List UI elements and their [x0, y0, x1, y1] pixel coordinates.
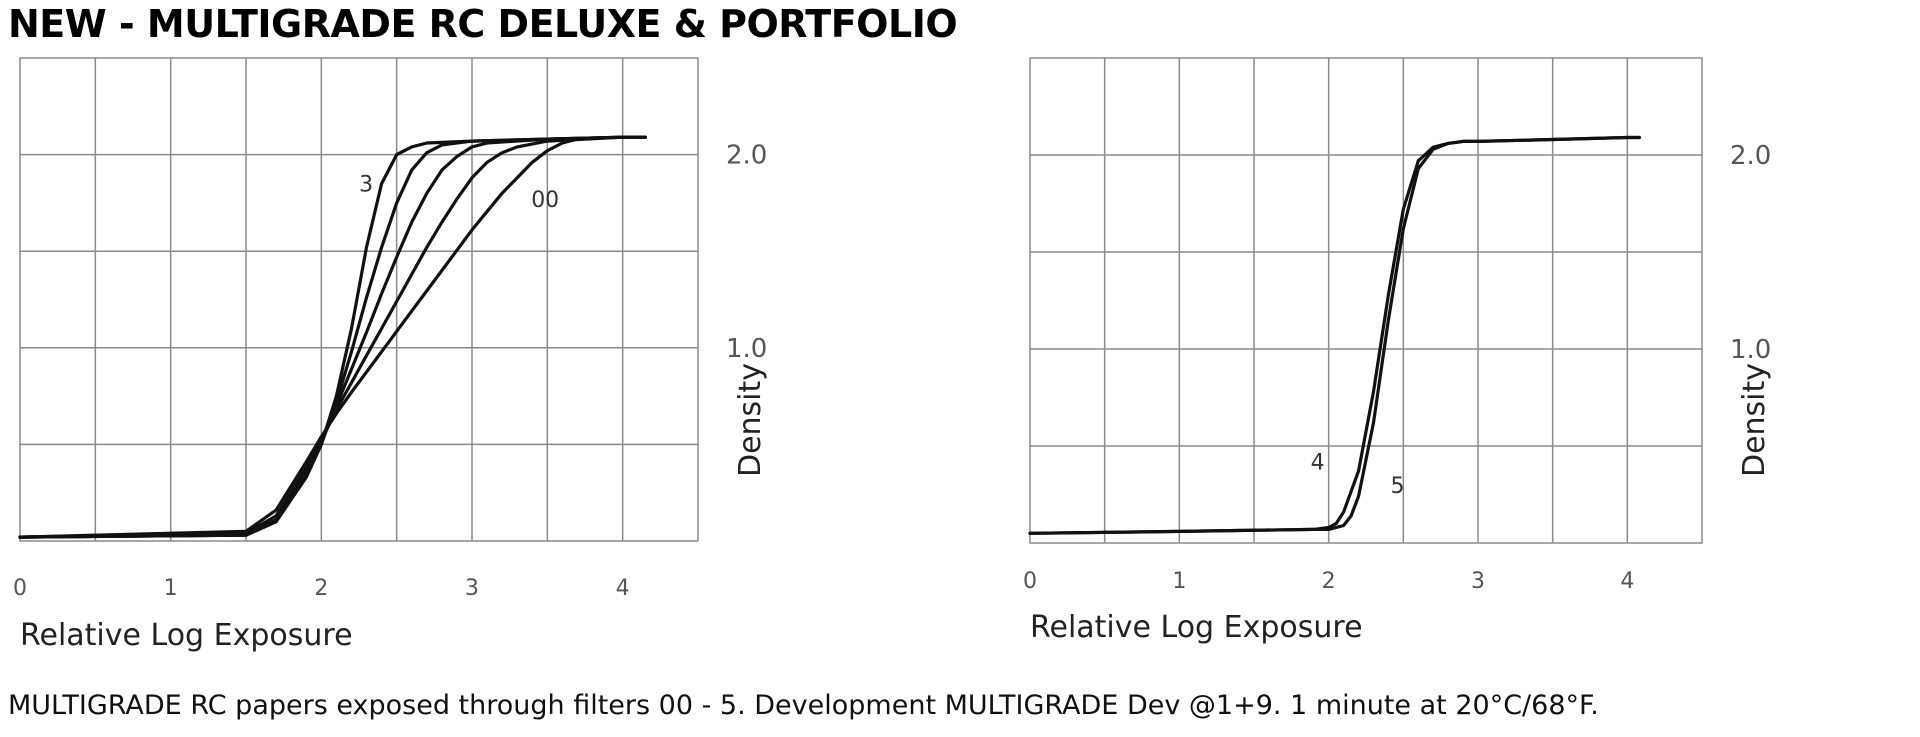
x-axis-title: Relative Log Exposure	[1030, 610, 1363, 645]
chart-right-svg: 0 1 2 3 4 1.0 2.0 Density Relative Log Exposure 4…	[1023, 57, 1772, 645]
figure-caption: MULTIGRADE RC papers exposed through fil…	[8, 690, 1599, 721]
curve-label-00: 00	[531, 188, 559, 213]
chart-right-plot-frame	[1029, 57, 1703, 544]
y-axis-title: Density	[733, 363, 768, 477]
x-tick-label: 0	[13, 576, 27, 601]
y-tick-label: 1.0	[726, 334, 767, 364]
x-tick-label: 2	[1322, 569, 1336, 594]
x-tick-label: 4	[1620, 569, 1634, 594]
chart-left-plot-frame	[19, 57, 699, 542]
curve-label-4: 4	[1311, 451, 1325, 476]
curve-left-series-4	[18, 135, 647, 539]
curve-label-3: 3	[359, 173, 373, 198]
curve-left-series-2	[18, 135, 647, 539]
x-tick-label: 4	[616, 576, 630, 601]
curve-right-grade-4	[1028, 135, 1641, 535]
characteristic-curve-chart-left: 0 1 2 3 4 1.0 2.0 Density Relative Log Exposure 3…	[0, 0, 960, 680]
x-tick-label: 1	[164, 576, 178, 601]
x-axis-title: Relative Log Exposure	[20, 618, 353, 653]
curve-label-5: 5	[1390, 474, 1404, 499]
curve-right-grade-5	[1028, 135, 1641, 535]
chart-left-grid	[20, 58, 698, 541]
x-tick-label: 0	[1023, 569, 1037, 594]
curve-left-grade-00	[18, 135, 647, 539]
x-tick-label: 3	[1471, 569, 1485, 594]
y-tick-label: 2.0	[726, 141, 767, 171]
y-axis-title: Density	[1737, 363, 1772, 477]
chart-left-svg: 0 1 2 3 4 1.0 2.0 Density Relative Log Exposure 3…	[13, 57, 768, 653]
y-tick-label: 1.0	[1730, 335, 1771, 365]
x-tick-label: 2	[314, 576, 328, 601]
x-tick-label: 1	[1172, 569, 1186, 594]
page-title: NEW - MULTIGRADE RC DELUXE & PORTFOLIO	[8, 2, 958, 46]
y-tick-label: 2.0	[1730, 141, 1771, 171]
curve-left-series-3	[18, 135, 647, 539]
x-tick-label: 3	[465, 576, 479, 601]
chart-right-grid	[1030, 58, 1702, 543]
characteristic-curve-chart-right: 0 1 2 3 4 1.0 2.0 Density Relative Log Exposure 4…	[1000, 0, 1920, 680]
